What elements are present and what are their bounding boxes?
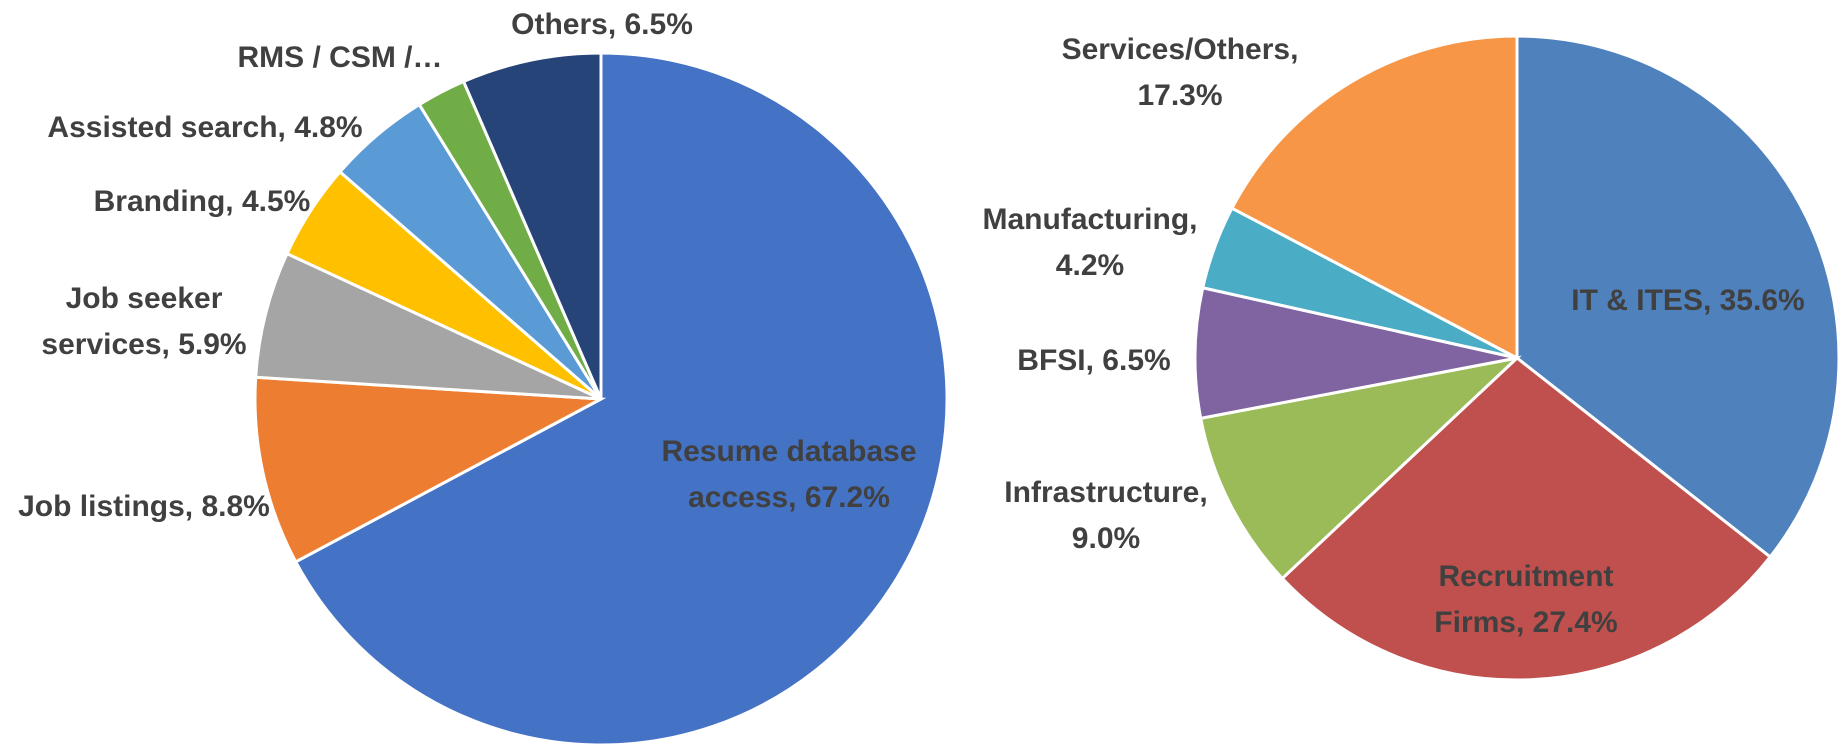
data-label: Manufacturing, 4.2% [983, 203, 1198, 282]
pie-slice [1193, 285, 1518, 421]
pie-slice [1198, 355, 1522, 581]
data-label: Services/Others, 17.3% [1062, 33, 1299, 112]
pie-slice [293, 51, 949, 744]
data-label: Infrastructure, 9.0% [1004, 476, 1207, 555]
data-label: Others, 6.5% [511, 8, 693, 41]
data-label: RMS / CSM /… [237, 41, 442, 74]
data-label: IT & ITES, 35.6% [1571, 284, 1804, 317]
data-label: BFSI, 6.5% [1017, 344, 1170, 377]
pie-slice [254, 251, 602, 401]
pie-slice [1229, 34, 1519, 361]
data-label: Resume database access, 67.2% [661, 435, 916, 514]
data-label: Branding, 4.5% [94, 185, 311, 218]
data-label: Job seeker services, 5.9% [41, 282, 246, 361]
pie-slice [253, 375, 607, 564]
pie-slice [461, 51, 603, 400]
data-label: Job listings, 8.8% [18, 490, 270, 523]
pie-slice [1280, 356, 1773, 682]
data-label: Recruitment Firms, 27.4% [1434, 560, 1617, 639]
data-label: Assisted search, 4.8% [47, 111, 362, 144]
pie-slice [1515, 34, 1841, 560]
